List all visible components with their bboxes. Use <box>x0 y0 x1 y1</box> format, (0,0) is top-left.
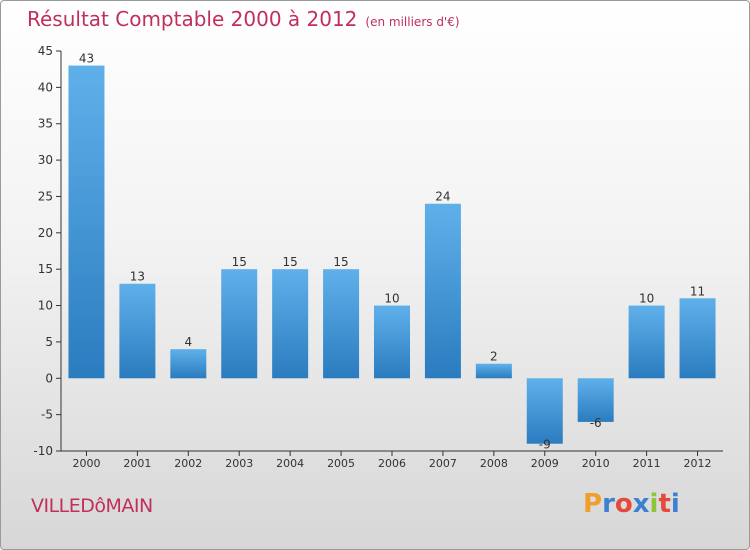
data-label: 43 <box>79 52 94 66</box>
logo-letter: x <box>632 489 650 519</box>
bar <box>526 378 563 444</box>
bar <box>323 269 360 379</box>
y-tick-label: -10 <box>33 444 53 458</box>
bar <box>577 378 614 422</box>
x-tick-label: 2010 <box>582 457 610 470</box>
chart-title: Résultat Comptable 2000 à 2012 (en millie… <box>27 7 460 31</box>
logo-letter: i <box>670 489 680 519</box>
y-tick-label: -5 <box>41 408 53 422</box>
x-tick-label: 2006 <box>378 457 406 470</box>
bar <box>679 298 716 379</box>
data-label: 10 <box>384 292 399 306</box>
data-label: 15 <box>333 255 348 269</box>
bar <box>221 269 258 379</box>
data-label: 2 <box>490 350 498 364</box>
bar <box>119 283 156 379</box>
y-tick-label: 5 <box>45 335 53 349</box>
x-tick-label: 2007 <box>429 457 457 470</box>
x-tick-label: 2012 <box>684 457 712 470</box>
bar <box>424 203 461 379</box>
city-name: VILLEDôMAIN <box>31 495 153 517</box>
bar <box>272 269 309 379</box>
data-label: 10 <box>639 292 654 306</box>
logo-letter: r <box>602 489 615 519</box>
data-label: 13 <box>130 270 145 284</box>
y-tick-label: 15 <box>38 262 53 276</box>
logo-letter: t <box>658 489 671 519</box>
data-label: 15 <box>232 255 247 269</box>
y-tick-label: 45 <box>38 44 53 58</box>
x-tick-label: 2008 <box>480 457 508 470</box>
logo-letter: i <box>649 489 659 519</box>
data-label: 24 <box>435 190 450 204</box>
chart-title-text: Résultat Comptable 2000 à 2012 <box>27 7 358 31</box>
x-tick-label: 2011 <box>633 457 661 470</box>
x-tick-label: 2000 <box>72 457 100 470</box>
data-label: -6 <box>590 416 602 430</box>
bar <box>628 305 665 379</box>
x-tick-label: 2004 <box>276 457 304 470</box>
logo-letter: P <box>583 489 603 519</box>
y-tick-label: 30 <box>38 153 53 167</box>
bar <box>374 305 410 379</box>
y-tick-label: 20 <box>38 226 53 240</box>
data-label: 11 <box>690 284 705 298</box>
y-tick-label: 10 <box>38 299 53 313</box>
x-tick-label: 2001 <box>123 457 151 470</box>
x-tick-label: 2002 <box>174 457 202 470</box>
data-label: 15 <box>283 255 298 269</box>
bar <box>68 65 105 379</box>
data-label: -9 <box>539 438 551 452</box>
x-tick-label: 2009 <box>531 457 559 470</box>
chart-unit: (en milliers d'€) <box>365 15 460 29</box>
proxiti-logo: Proxiti <box>583 489 680 519</box>
y-tick-label: 35 <box>38 117 53 131</box>
x-tick-label: 2003 <box>225 457 253 470</box>
bar <box>475 363 512 379</box>
data-label: 4 <box>184 335 192 349</box>
logo-letter: o <box>614 489 633 519</box>
bar <box>170 349 207 379</box>
y-tick-label: 25 <box>38 189 53 203</box>
y-tick-label: 0 <box>45 371 53 385</box>
x-tick-label: 2005 <box>327 457 355 470</box>
y-tick-label: 40 <box>38 80 53 94</box>
